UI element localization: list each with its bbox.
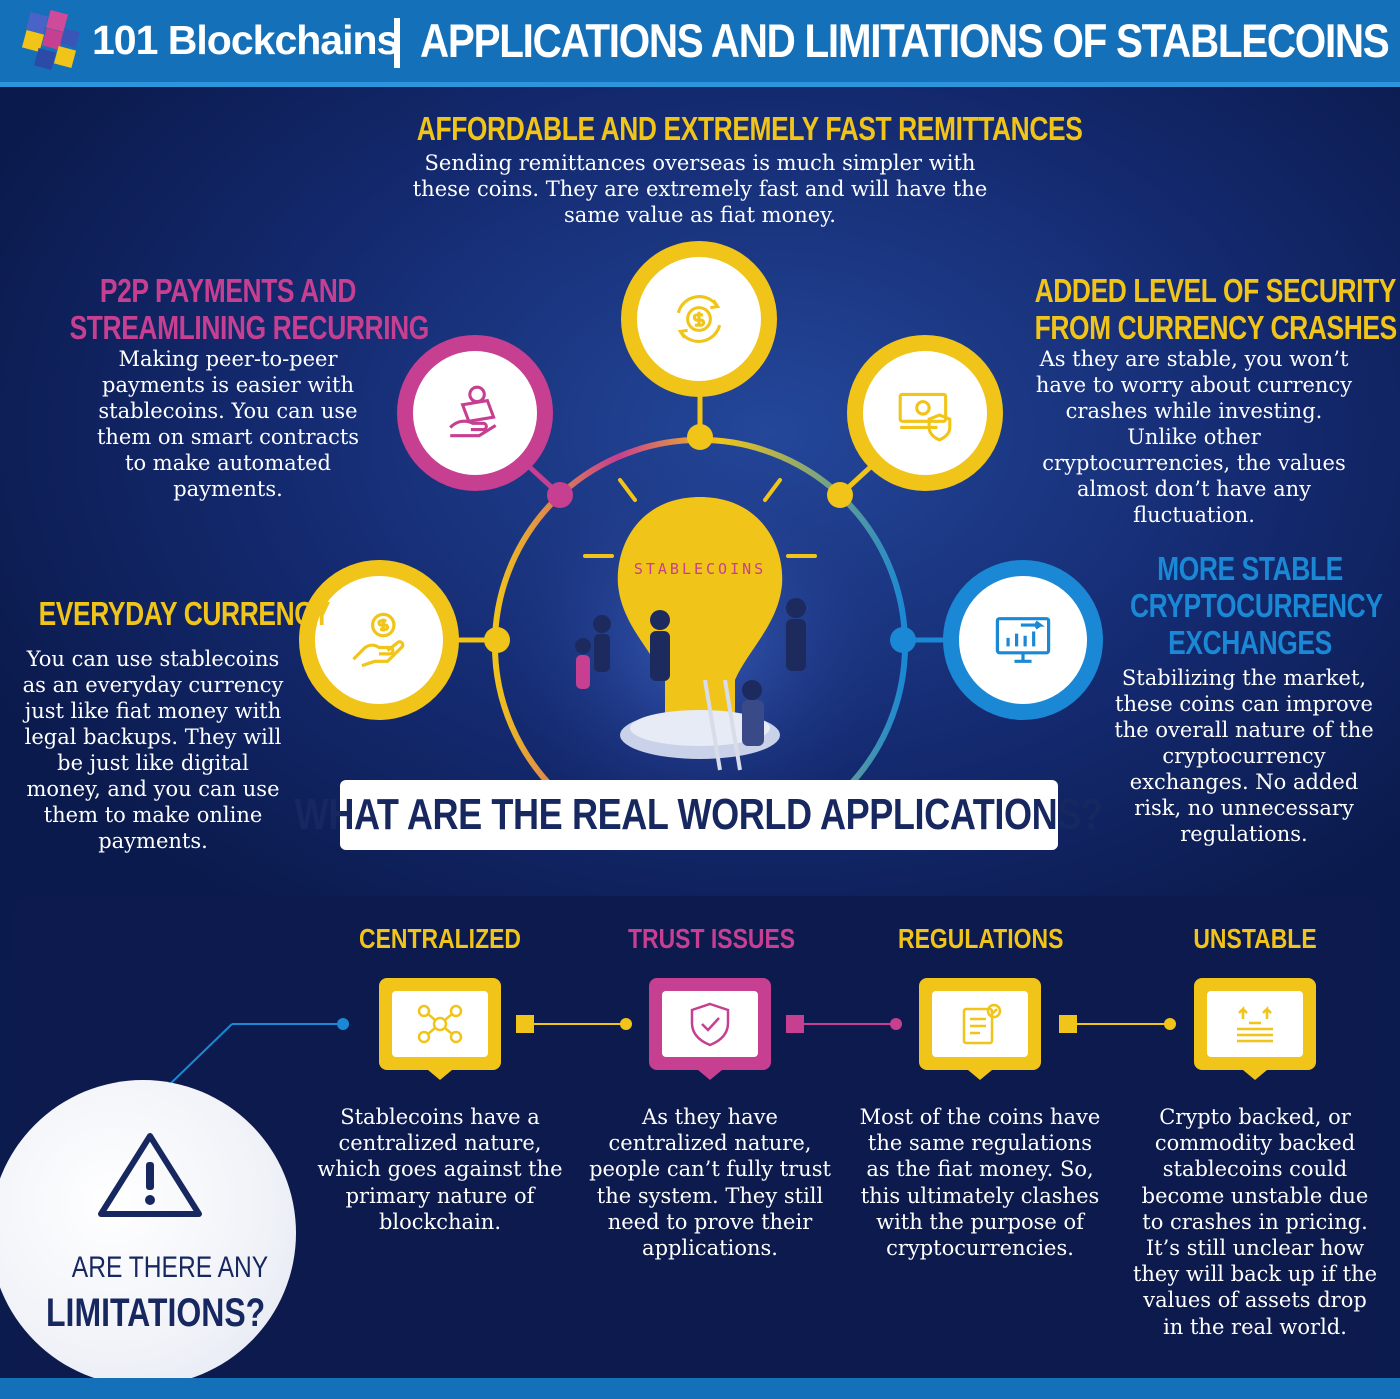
security-icon-circle [847,335,1003,491]
limitation-box-centralized [379,978,501,1070]
network-icon [417,1004,463,1044]
document-gear-icon [962,1003,1002,1045]
hand-money-icon [449,385,497,438]
header-bar: 101 Blockchains APPLICATIONS AND LIMITAT… [0,0,1400,87]
limitation-title-centralized: CENTRALIZED [358,923,521,954]
node-far-right [890,627,916,653]
limitation-box-regulations [919,978,1041,1070]
p2p-text: Making peer-to-peer payments is easier w… [96,347,360,501]
p2p-title-line2: STREAMLINING RECURRING [69,309,430,346]
applications-question-box: WHAT ARE THE REAL WORLD APPLICATIONS? [295,780,1103,850]
page-title: APPLICATIONS AND LIMITATIONS OF STABLECO… [420,14,1390,67]
security-title-line2: FROM CURRENCY CRASHES [1034,309,1398,346]
remittances-text: Sending remittances overseas is much sim… [412,151,988,227]
exchanges-title-line2: CRYPTOCURRENCY [1130,587,1383,624]
limitation-text-regulations: Most of the coins have the same regulati… [859,1105,1101,1261]
node-right [827,482,853,508]
node-top [687,424,713,450]
security-text: As they are stable, you won’t have to wo… [1035,347,1353,527]
logo-cubes-icon [22,10,80,71]
exchanges-title-line1: MORE STABLE [1157,550,1343,587]
node-far-left [484,627,510,653]
dollar-cycle-icon [676,295,722,343]
monitor-chart-icon [995,617,1051,663]
limitations-question-line1: ARE THERE ANY [71,1251,269,1284]
banknote-shield-icon [898,392,952,442]
coin-stack-icon [1237,1005,1273,1043]
people-illustration [575,598,806,746]
limitation-title-regulations: REGULATIONS [898,923,1064,954]
limitation-box-trust [649,978,771,1070]
shield-check-icon [690,1002,730,1047]
bulb-label: STABLECOINS [634,560,766,578]
warning-icon [98,1133,202,1217]
limitation-box-unstable [1194,978,1316,1070]
brand-name: 101 Blockchains [92,17,399,63]
exchanges-title-line3: EXCHANGES [1168,624,1332,661]
limitation-title-trust: TRUST ISSUES [628,923,796,954]
remittances-title: AFFORDABLE AND EXTREMELY FAST REMITTANCE… [416,110,1083,147]
limitation-text-trust: As they have centralized nature, people … [589,1105,831,1261]
footer-bar [0,1378,1400,1399]
applications-question: WHAT ARE THE REAL WORLD APPLICATIONS? [295,790,1103,839]
bulb-rays [583,478,817,558]
security-title-line1: ADDED LEVEL OF SECURITY [1034,272,1397,309]
limitation-title-unstable: UNSTABLE [1193,923,1317,954]
node-left [547,482,573,508]
limitations-question-circle [0,1080,296,1386]
limitation-text-centralized: Stablecoins have a centralized nature, w… [317,1105,563,1234]
limitations-question-line2: LIMITATIONS? [46,1291,266,1335]
header-divider [394,18,400,68]
p2p-title-line1: P2P PAYMENTS AND [99,272,357,309]
hand-coin-icon [352,612,405,668]
everyday-text: You can use stablecoins as an everyday c… [22,647,284,853]
exchanges-text: Stabilizing the market, these coins can … [1114,666,1374,846]
limitation-text-unstable: Crypto backed, or commodity backed stabl… [1132,1105,1378,1339]
